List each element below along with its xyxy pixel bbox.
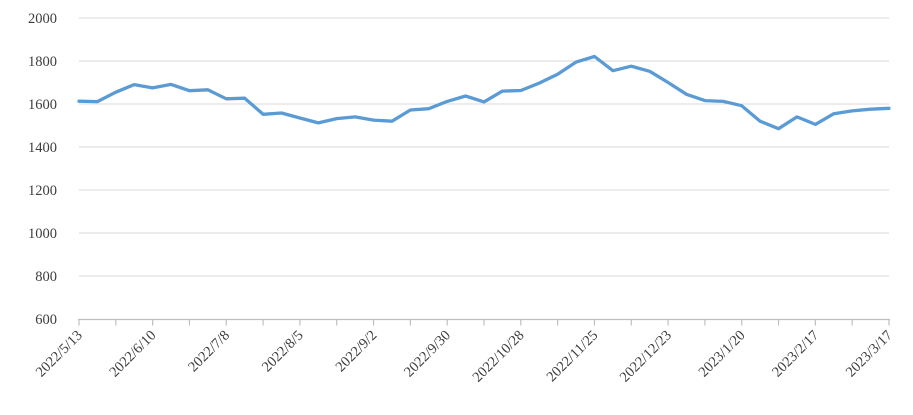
y-tick-label: 1200 — [28, 183, 57, 199]
x-tick-label: 2023/3/17 — [843, 328, 896, 381]
x-tick-label: 2022/5/13 — [33, 328, 86, 381]
y-tick-label: 2000 — [28, 11, 57, 27]
y-tick-label: 1400 — [28, 140, 57, 156]
x-tick-label: 2022/12/23 — [617, 328, 675, 386]
x-tick-label: 2022/9/30 — [401, 328, 454, 381]
y-tick-label: 1800 — [28, 54, 57, 70]
x-tick-label: 2022/11/25 — [544, 328, 602, 386]
x-tick-label: 2022/6/10 — [107, 328, 160, 381]
y-tick-label: 600 — [35, 312, 57, 328]
x-tick-label: 2022/10/28 — [470, 328, 528, 386]
x-tick-label: 2022/7/8 — [185, 328, 233, 376]
y-tick-label: 1000 — [28, 226, 57, 242]
data-series-line — [77, 54, 891, 131]
x-tick-label: 2022/8/5 — [259, 328, 307, 376]
x-tick-label: 2023/2/17 — [769, 328, 822, 381]
y-tick-label: 800 — [35, 269, 57, 285]
x-tick-label: 2023/1/20 — [696, 328, 749, 381]
y-tick-label: 1600 — [28, 97, 57, 113]
x-tick-label: 2022/9/2 — [333, 328, 381, 376]
